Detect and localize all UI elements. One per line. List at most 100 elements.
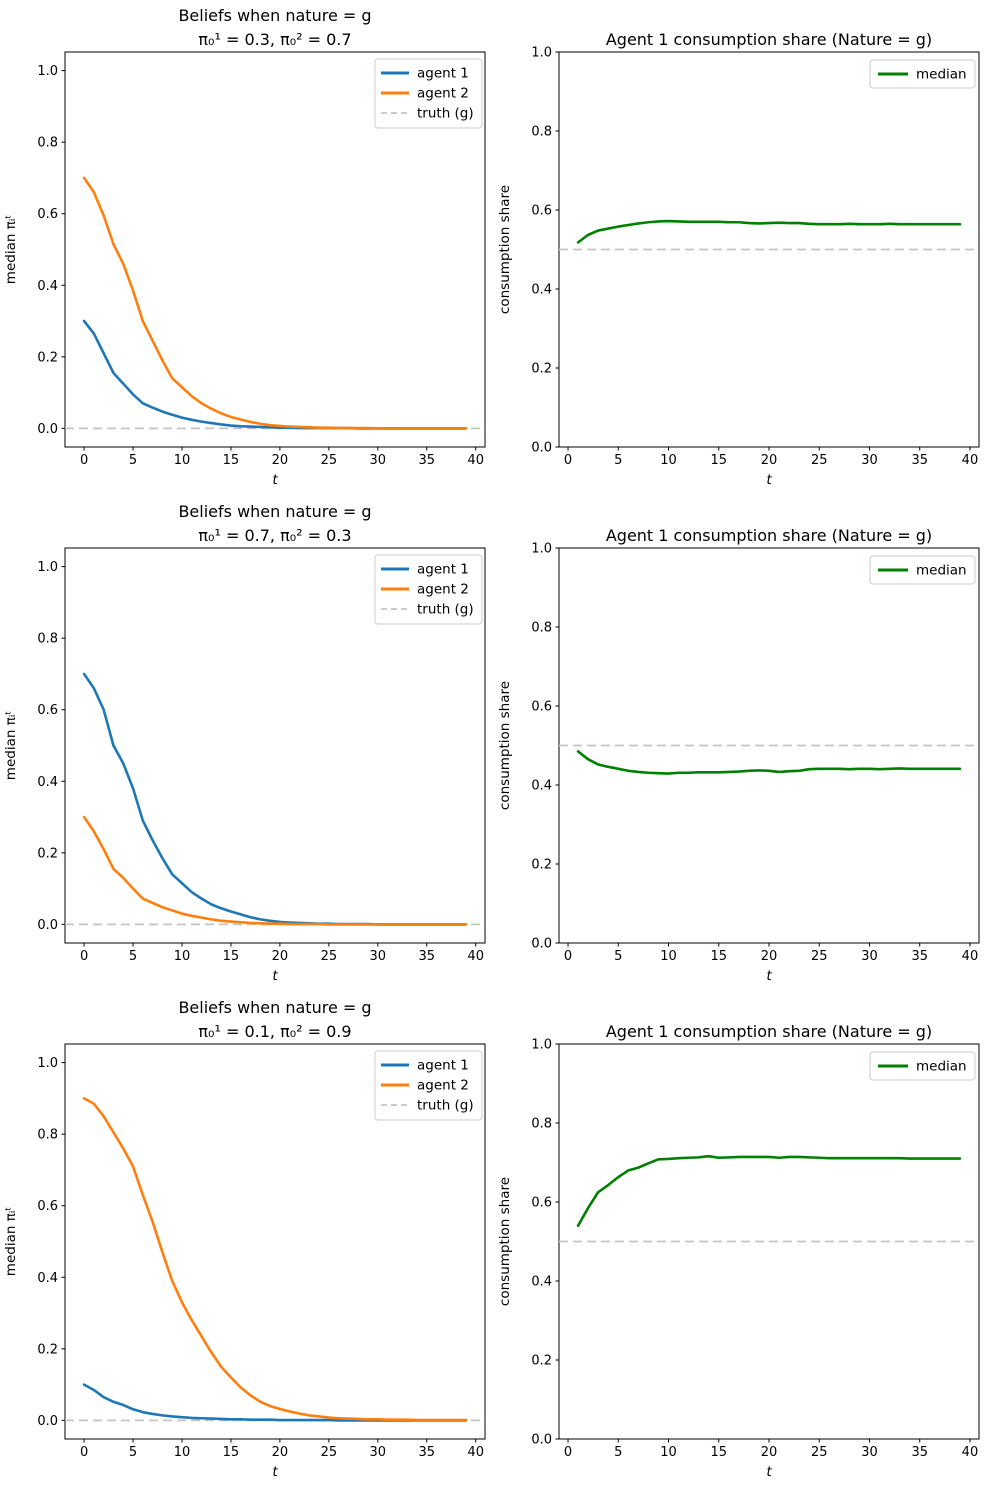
series-line-median [576,219,962,244]
x-axis: 0 5 10 15 20 25 30 35 40 [564,1439,978,1460]
legend-box [869,555,976,585]
x-tick-label: 25 [811,453,828,468]
x-tick-label: 30 [370,949,387,964]
x-axis: 0 5 10 15 20 25 30 35 40 [80,1439,484,1460]
y-axis-label: median πᵢᵗ [3,215,19,284]
chart-title: Agent 1 consumption share (Nature = g) [606,1022,932,1041]
chart-title: Beliefs when nature = g [178,998,371,1017]
y-axis: 0.0 0.2 0.4 0.6 0.8 1.0 [37,1056,65,1429]
x-axis: 0 5 10 15 20 25 30 35 40 [80,447,484,468]
series-line-agent-1 [82,672,468,926]
chart-beliefs-row1: 0.0 0.2 0.4 0.6 0.8 1.0 0 5 10 15 20 25 30 35 40 Belief… [3,6,486,488]
legend-label: truth (g) [417,106,474,122]
series-line-agent-2 [82,1097,468,1422]
y-tick-label: 0.4 [531,779,552,794]
chart-title: Beliefs when nature = g [178,6,371,25]
x-tick-label: 5 [129,1445,137,1460]
x-tick-label: 40 [962,453,979,468]
y-axis-label: consumption share [497,185,513,314]
x-tick-label: 35 [911,949,928,964]
x-tick-label: 15 [223,453,240,468]
chart-share-row2: 0.0 0.2 0.4 0.6 0.8 1.0 0 5 10 15 20 25 30 35 40 Agent … [497,526,980,984]
x-tick-label: 20 [272,1445,289,1460]
legend-box [869,1051,976,1081]
series-line-median [576,750,962,775]
legend-label: agent 2 [417,1078,469,1094]
x-tick-label: 30 [861,453,878,468]
x-tick-label: 35 [418,1445,435,1460]
subplot-beliefs-row3: 0.0 0.2 0.4 0.6 0.8 1.0 0 5 10 15 20 25 30 35 40 Belief… [0,992,494,1489]
x-tick-label: 5 [614,1445,622,1460]
y-tick-label: 0.8 [37,136,58,151]
y-tick-label: 0.2 [37,350,58,365]
x-tick-label: 30 [370,1445,387,1460]
x-tick-label: 20 [761,1445,778,1460]
y-tick-label: 1.0 [37,64,58,79]
y-axis: 0.0 0.2 0.4 0.6 0.8 1.0 [37,560,65,933]
axes-frame [64,51,486,448]
chart-subtitle: π₀¹ = 0.1, π₀² = 0.9 [198,1022,351,1041]
x-tick-label: 10 [660,949,677,964]
y-tick-label: 1.0 [531,542,552,557]
y-tick-label: 0.6 [531,700,552,715]
x-axis-label: t [272,472,278,488]
x-tick-label: 0 [564,949,572,964]
x-axis-label: t [272,1464,278,1480]
legend-box [374,58,483,129]
x-tick-label: 40 [962,1445,979,1460]
x-tick-label: 10 [174,1445,191,1460]
legend: agent 1 agent 2 truth (g) [374,58,483,129]
chart-share-row1: 0.0 0.2 0.4 0.6 0.8 1.0 0 5 10 15 20 25 30 35 40 Agent … [497,30,980,488]
x-tick-label: 15 [710,949,727,964]
x-tick-label: 10 [660,453,677,468]
x-tick-label: 0 [80,949,88,964]
x-axis-label: t [272,968,278,984]
legend-box [374,1050,483,1121]
subplot-share-row2: 0.0 0.2 0.4 0.6 0.8 1.0 0 5 10 15 20 25 30 35 40 Agent … [494,496,988,992]
legend-label: truth (g) [417,1098,474,1114]
x-tick-label: 0 [564,453,572,468]
y-tick-label: 1.0 [531,46,552,61]
x-tick-label: 40 [467,453,484,468]
x-tick-label: 15 [710,453,727,468]
y-axis: 0.0 0.2 0.4 0.6 0.8 1.0 [37,64,65,437]
y-axis: 0.0 0.2 0.4 0.6 0.8 1.0 [531,1038,559,1448]
legend: median [869,59,976,89]
y-tick-label: 0.6 [531,1196,552,1211]
y-tick-label: 0.2 [37,1342,58,1357]
series-line-agent-2 [82,176,468,430]
subplot-share-row3: 0.0 0.2 0.4 0.6 0.8 1.0 0 5 10 15 20 25 30 35 40 Agent … [494,992,988,1489]
x-axis-label: t [766,1464,772,1480]
x-tick-label: 0 [564,1445,572,1460]
x-tick-label: 5 [614,453,622,468]
y-axis-label: median πᵢᵗ [3,1207,19,1276]
y-tick-label: 0.6 [531,204,552,219]
y-tick-label: 0.8 [37,632,58,647]
x-tick-label: 20 [761,949,778,964]
x-tick-label: 10 [660,1445,677,1460]
chart-share-row3: 0.0 0.2 0.4 0.6 0.8 1.0 0 5 10 15 20 25 30 35 40 Agent … [497,1022,980,1480]
y-axis-label: consumption share [497,681,513,810]
x-tick-label: 20 [272,453,289,468]
y-tick-label: 0.0 [37,422,58,437]
legend-box [869,59,976,89]
chart-title: Agent 1 consumption share (Nature = g) [606,526,932,545]
axes-frame [64,547,486,944]
y-tick-label: 0.4 [37,279,58,294]
x-tick-label: 20 [761,453,778,468]
y-tick-label: 0.4 [37,775,58,790]
y-tick-label: 1.0 [531,1038,552,1053]
legend: median [869,555,976,585]
x-tick-label: 30 [370,453,387,468]
x-tick-label: 30 [861,949,878,964]
chart-subtitle: π₀¹ = 0.7, π₀² = 0.3 [198,526,351,545]
legend-label: median [916,563,967,579]
x-tick-label: 25 [811,1445,828,1460]
chart-subtitle: π₀¹ = 0.3, π₀² = 0.7 [198,30,351,49]
y-axis-label: median πᵢᵗ [3,711,19,780]
legend: agent 1 agent 2 truth (g) [374,554,483,625]
legend-label: agent 2 [417,86,469,102]
x-tick-label: 30 [861,1445,878,1460]
x-axis: 0 5 10 15 20 25 30 35 40 [564,943,978,964]
y-axis: 0.0 0.2 0.4 0.6 0.8 1.0 [531,542,559,952]
